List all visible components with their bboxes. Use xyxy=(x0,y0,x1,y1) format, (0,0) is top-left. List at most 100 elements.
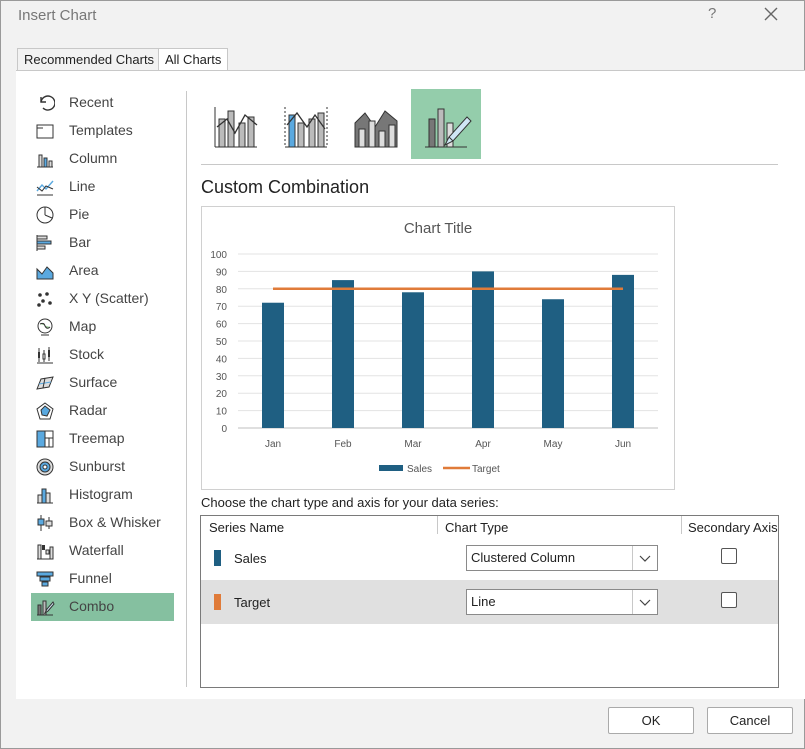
chart-type-item-column[interactable]: Column xyxy=(31,145,174,173)
title-bar: Insert Chart ? xyxy=(1,1,804,31)
scatter-chart-icon xyxy=(37,292,52,307)
divider xyxy=(681,516,682,534)
chart-type-item-line[interactable]: Line xyxy=(31,173,174,201)
chart-type-item-treemap[interactable]: Treemap xyxy=(31,425,174,453)
tab-panel: Recent Templates Column Line Pie Bar Area X Y (… xyxy=(16,70,805,699)
subtype-stacked-area-column[interactable] xyxy=(341,89,411,159)
dropdown-button[interactable] xyxy=(632,590,657,614)
chart-type-label: Radar xyxy=(69,402,108,418)
subtype-gallery xyxy=(201,89,778,161)
chart-type-item-pie[interactable]: Pie xyxy=(31,201,174,229)
chart-type-label: Area xyxy=(69,262,99,278)
chart-type-label: Box & Whisker xyxy=(69,514,161,530)
subtype-clustered-column-line-secondary[interactable] xyxy=(271,89,341,159)
y-tick-label: 40 xyxy=(216,354,228,365)
chart-type-select-sales[interactable]: Clustered Column xyxy=(466,545,658,571)
chart-title: Chart Title xyxy=(404,220,472,237)
y-tick-label: 70 xyxy=(216,302,228,313)
y-tick-label: 80 xyxy=(216,285,228,296)
series-name: Target xyxy=(234,595,271,610)
close-icon[interactable] xyxy=(761,4,781,24)
chart-type-item-box-whisker[interactable]: Box & Whisker xyxy=(31,509,174,537)
bar-sales xyxy=(332,280,354,428)
chart-type-item-stock[interactable]: Stock xyxy=(31,341,174,369)
help-button[interactable]: ? xyxy=(708,5,717,22)
stock-chart-icon xyxy=(37,347,53,364)
series-name: Sales xyxy=(234,551,267,566)
chart-type-label: Sunburst xyxy=(69,458,126,474)
chart-type-item-area[interactable]: Area xyxy=(31,257,174,285)
line-chart-icon xyxy=(36,180,54,196)
y-tick-label: 30 xyxy=(216,372,228,383)
chart-type-item-waterfall[interactable]: Waterfall xyxy=(31,537,174,565)
stacked-area-column-icon xyxy=(354,110,398,148)
subtype-custom-combination[interactable] xyxy=(411,89,481,159)
bar-sales xyxy=(472,271,494,428)
chart-type-label: Surface xyxy=(69,374,118,390)
y-tick-label: 0 xyxy=(221,424,227,435)
secondary-axis-checkbox-target[interactable] xyxy=(721,592,737,608)
chart-type-label: Funnel xyxy=(69,570,112,586)
series-row-sales: Sales Clustered Column xyxy=(201,536,778,580)
y-tick-label: 60 xyxy=(216,320,228,331)
tab-recommended-charts[interactable]: Recommended Charts xyxy=(17,48,162,71)
x-tick-label: Jun xyxy=(615,439,631,450)
header-secondary-axis: Secondary Axis xyxy=(688,520,778,535)
chart-type-label: Bar xyxy=(69,234,91,250)
clustered-column-line-icon xyxy=(214,107,258,148)
column-chart-icon xyxy=(37,154,53,168)
series-color-swatch xyxy=(214,550,221,566)
secondary-axis-checkbox-sales[interactable] xyxy=(721,548,737,564)
chart-type-label: X Y (Scatter) xyxy=(69,290,149,306)
chart-type-item-surface[interactable]: Surface xyxy=(31,369,174,397)
ok-button[interactable]: OK xyxy=(608,707,694,734)
dialog-title: Insert Chart xyxy=(18,7,97,24)
select-value: Line xyxy=(471,594,496,609)
tab-all-charts[interactable]: All Charts xyxy=(158,48,229,71)
chart-type-item-sunburst[interactable]: Sunburst xyxy=(31,453,174,481)
chart-type-item-radar[interactable]: Radar xyxy=(31,397,174,425)
subtype-clustered-column-line[interactable] xyxy=(201,89,271,159)
cancel-button[interactable]: Cancel xyxy=(707,707,793,734)
x-tick-label: Feb xyxy=(334,439,352,450)
divider xyxy=(186,91,187,687)
legend-swatch-sales xyxy=(379,465,403,471)
y-tick-label: 100 xyxy=(210,250,227,261)
x-tick-label: Jan xyxy=(265,439,281,450)
clustered-column-line-secondary-icon xyxy=(284,107,328,148)
chart-type-item-templates[interactable]: Templates xyxy=(31,117,174,145)
combo-chart-icon xyxy=(37,600,55,616)
chart-type-item-bar[interactable]: Bar xyxy=(31,229,174,257)
dropdown-button[interactable] xyxy=(632,546,657,570)
combo-chart: Chart Title 0 10 20 30 40 50 60 70 80 90 100 Jan Feb M… xyxy=(210,220,658,475)
y-tick-label: 50 xyxy=(216,337,228,348)
funnel-chart-icon xyxy=(36,571,54,587)
surface-chart-icon xyxy=(36,376,54,390)
chart-type-label: Treemap xyxy=(69,430,125,446)
recent-icon xyxy=(40,95,55,111)
series-grid: Series Name Chart Type Secondary Axis Sa… xyxy=(200,515,779,688)
bar-sales xyxy=(262,302,284,428)
chart-type-item-map[interactable]: Map xyxy=(31,313,174,341)
chart-type-label: Column xyxy=(69,150,118,166)
chart-type-label: Line xyxy=(69,178,96,194)
series-row-target: Target Line xyxy=(201,580,778,624)
templates-icon xyxy=(36,124,54,139)
y-tick-label: 10 xyxy=(216,407,228,418)
chart-type-item-recent[interactable]: Recent xyxy=(31,89,174,117)
pie-chart-icon xyxy=(36,206,54,224)
chart-type-item-x-y-scatter[interactable]: X Y (Scatter) xyxy=(31,285,174,313)
chart-type-item-funnel[interactable]: Funnel xyxy=(31,565,174,593)
box-whisker-chart-icon xyxy=(37,515,53,531)
chart-type-item-combo[interactable]: Combo xyxy=(31,593,174,621)
sunburst-chart-icon xyxy=(36,458,54,476)
chart-type-select-target[interactable]: Line xyxy=(466,589,658,615)
legend-label-sales: Sales xyxy=(407,464,432,475)
x-tick-label: May xyxy=(544,439,563,450)
chart-type-item-histogram[interactable]: Histogram xyxy=(31,481,174,509)
header-series-name: Series Name xyxy=(209,520,285,535)
bar-sales xyxy=(402,292,424,428)
x-tick-label: Apr xyxy=(475,439,491,450)
chart-type-label: Recent xyxy=(69,94,114,110)
